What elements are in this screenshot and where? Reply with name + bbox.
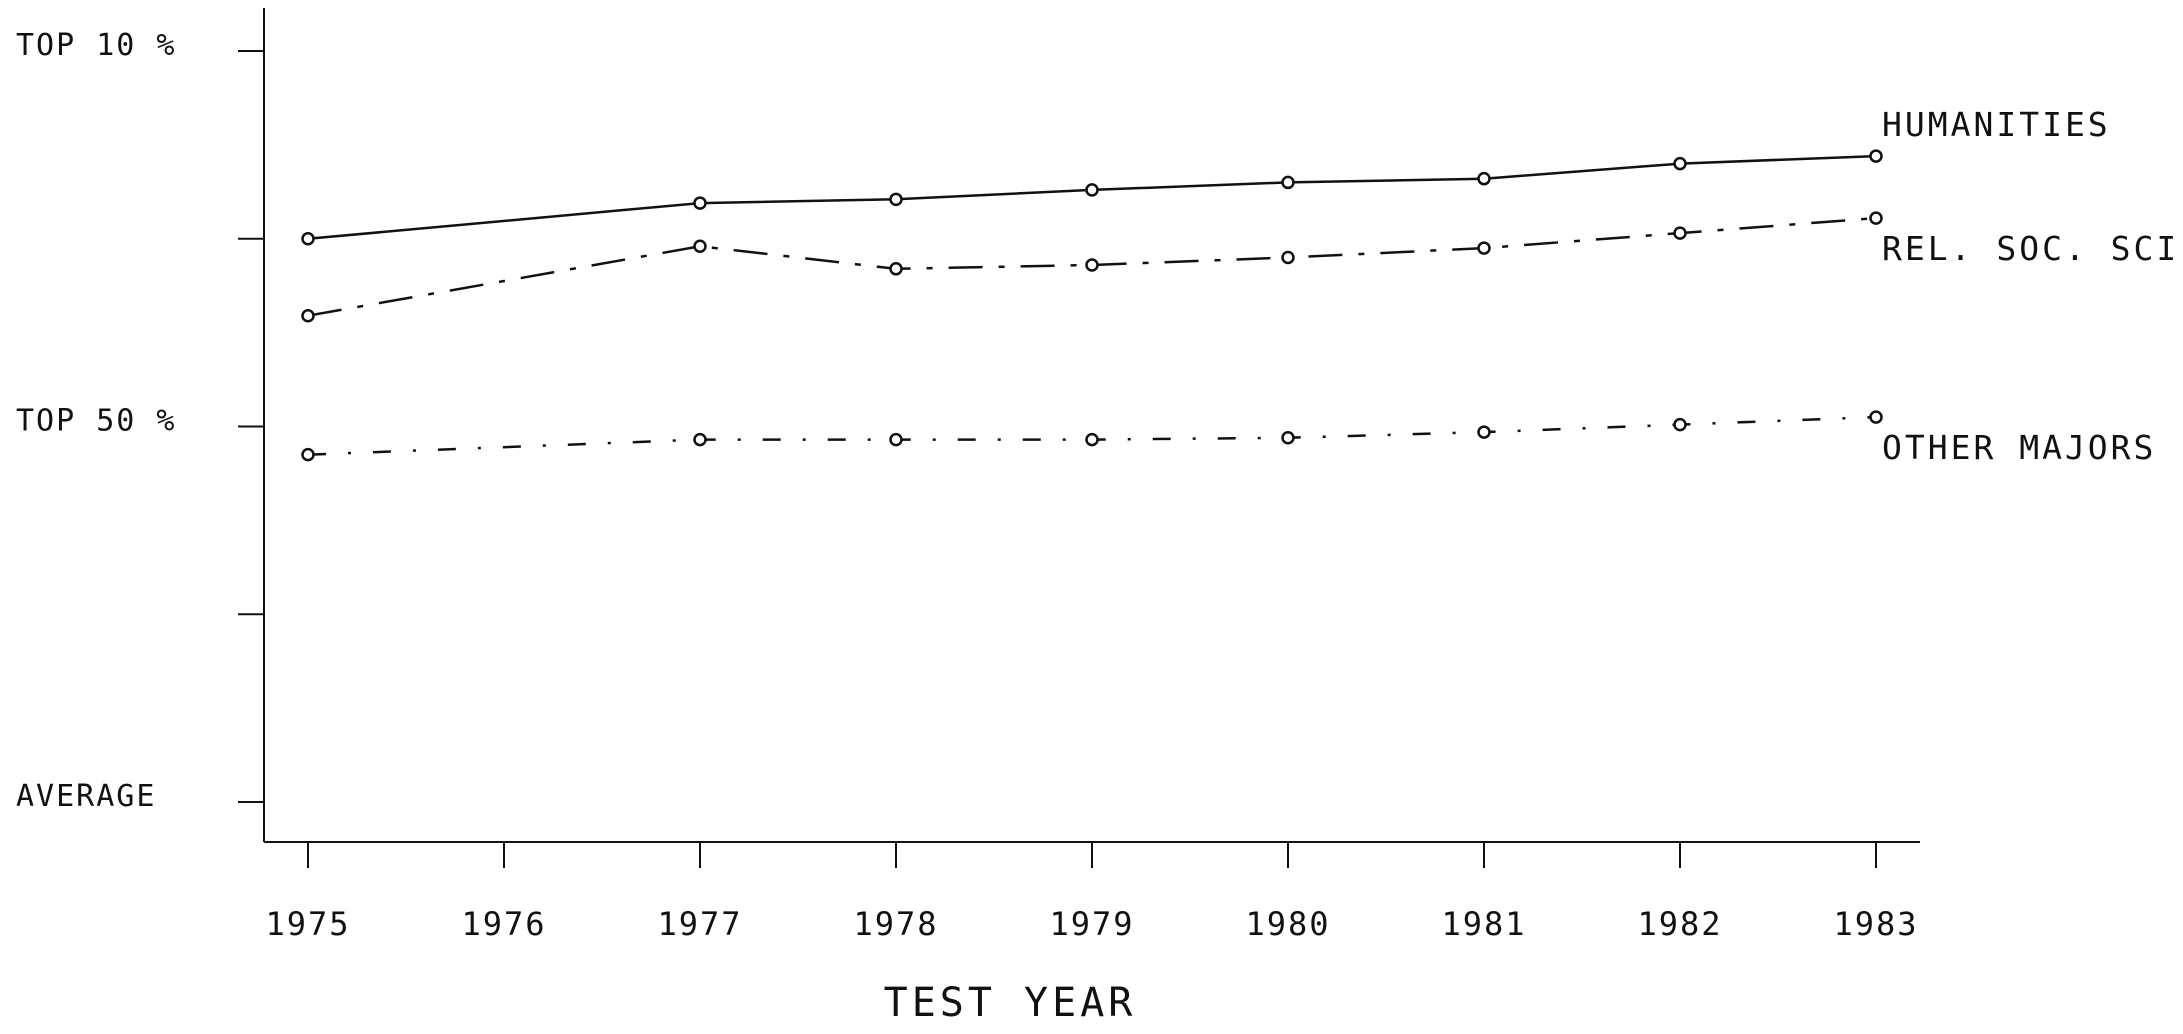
series-line xyxy=(307,216,1877,317)
data-point xyxy=(301,447,315,462)
y-tick-label: AVERAGE xyxy=(16,779,156,814)
data-point xyxy=(1673,226,1687,240)
data-point xyxy=(1281,175,1295,190)
data-point xyxy=(889,192,903,207)
x-tick-label: 1977 xyxy=(657,905,742,943)
data-point xyxy=(693,196,707,210)
series-label: REL. SOC. SCI. xyxy=(1882,229,2183,268)
data-point xyxy=(1085,432,1099,447)
data-point xyxy=(1869,211,1883,225)
data-point xyxy=(889,262,903,276)
x-tick-label: 1979 xyxy=(1049,905,1134,943)
x-tick-label: 1982 xyxy=(1637,905,1722,943)
data-point xyxy=(1477,425,1491,439)
data-point xyxy=(1281,431,1295,445)
data-point xyxy=(1673,156,1687,171)
series-label: HUMANITIES xyxy=(1882,105,2111,144)
data-point xyxy=(693,432,707,447)
y-tick-label: TOP 10 % xyxy=(16,28,177,63)
x-tick-label: 1978 xyxy=(853,905,938,943)
x-tick-label: 1976 xyxy=(461,905,546,943)
data-point xyxy=(1869,410,1883,424)
data-point xyxy=(1085,183,1099,197)
axes xyxy=(238,8,1920,868)
data-point xyxy=(1085,258,1099,272)
y-tick-label: TOP 50 % xyxy=(16,404,177,439)
series-label: OTHER MAJORS xyxy=(1882,428,2156,467)
data-point xyxy=(301,232,315,246)
x-tick-label: 1975 xyxy=(265,905,350,943)
data-point xyxy=(1477,171,1491,186)
x-tick-label: 1983 xyxy=(1833,905,1918,943)
labels: AVERAGE TOP 50 % TOP 10 % 1975 1976 1977 1978 1… xyxy=(16,28,2183,943)
data-point xyxy=(1673,417,1687,432)
x-axis-title: TEST YEAR xyxy=(884,980,1137,1026)
x-tick-label: 1980 xyxy=(1245,905,1330,943)
data-point xyxy=(1477,241,1491,255)
x-tick-label: 1981 xyxy=(1441,905,1526,943)
series-line xyxy=(307,154,1877,241)
data-point xyxy=(1869,149,1883,163)
series-lines xyxy=(301,149,1883,462)
data-point xyxy=(1281,250,1295,265)
data-point xyxy=(693,239,707,254)
data-point xyxy=(889,432,903,447)
data-point xyxy=(301,308,315,323)
